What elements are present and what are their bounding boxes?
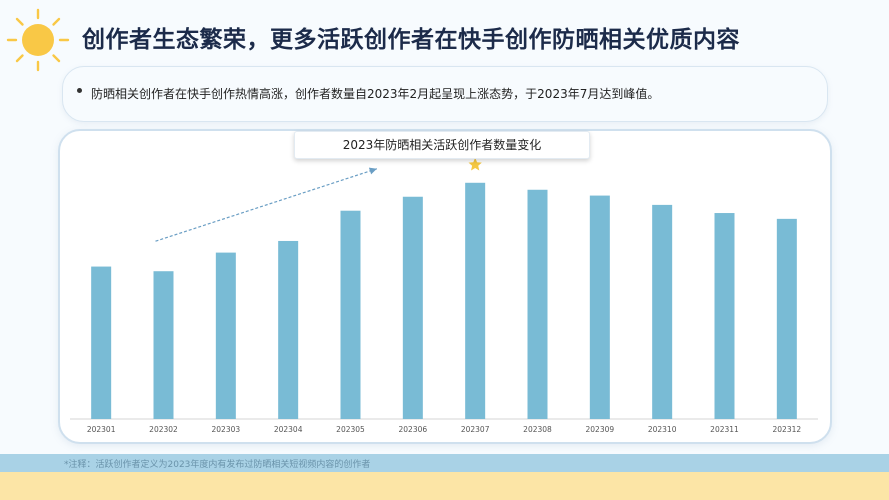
- footnote: *注释：活跃创作者定义为2023年度内有发布过防晒相关短视频内容的创作者: [64, 460, 371, 470]
- x-tick-label: 202301: [87, 425, 116, 434]
- bar-202304: [278, 240, 299, 419]
- star-icon: [468, 157, 482, 171]
- x-tick-label: 202310: [648, 425, 677, 434]
- x-tick-label: 202304: [274, 425, 303, 434]
- bullet-icon: [77, 88, 82, 93]
- bar-202305: [340, 210, 361, 419]
- footer-bottom: [0, 472, 889, 500]
- x-tick-label: 202306: [399, 425, 428, 434]
- bar-202302: [153, 271, 174, 419]
- bar-202301: [91, 266, 112, 419]
- x-tick-label: 202305: [336, 425, 365, 434]
- chart-title-box: 2023年防晒相关活跃创作者数量变化: [294, 131, 590, 159]
- summary-text: 防晒相关创作者在快手创作热情高涨，创作者数量自2023年2月起呈现上涨态势，于2…: [91, 87, 660, 101]
- x-tick-label: 202312: [773, 425, 802, 434]
- x-tick-label: 202303: [212, 425, 241, 434]
- bar-202311: [714, 213, 735, 419]
- chart-title: 2023年防晒相关活跃创作者数量变化: [342, 138, 542, 152]
- x-tick-label: 202309: [586, 425, 615, 434]
- bar-202308: [527, 189, 548, 419]
- chart-card: [58, 129, 832, 444]
- x-tick-label: 202311: [710, 425, 739, 434]
- trend-arrow: [155, 167, 378, 242]
- x-tick-label: 202308: [523, 425, 552, 434]
- footer-band: [0, 454, 889, 472]
- bar-202310: [652, 204, 673, 419]
- x-tick-label: 202302: [149, 425, 178, 434]
- page-title: 创作者生态繁荣，更多活跃创作者在快手创作防晒相关优质内容: [82, 27, 740, 53]
- summary-box: 防晒相关创作者在快手创作热情高涨，创作者数量自2023年2月起呈现上涨态势，于2…: [62, 66, 828, 122]
- x-tick-label: 202307: [461, 425, 490, 434]
- sun-icon: [6, 8, 70, 72]
- bar-202307: [465, 182, 486, 419]
- bar-202309: [589, 195, 610, 419]
- bar-202312: [776, 218, 797, 419]
- bar-202303: [215, 252, 236, 419]
- bar-202306: [402, 196, 423, 419]
